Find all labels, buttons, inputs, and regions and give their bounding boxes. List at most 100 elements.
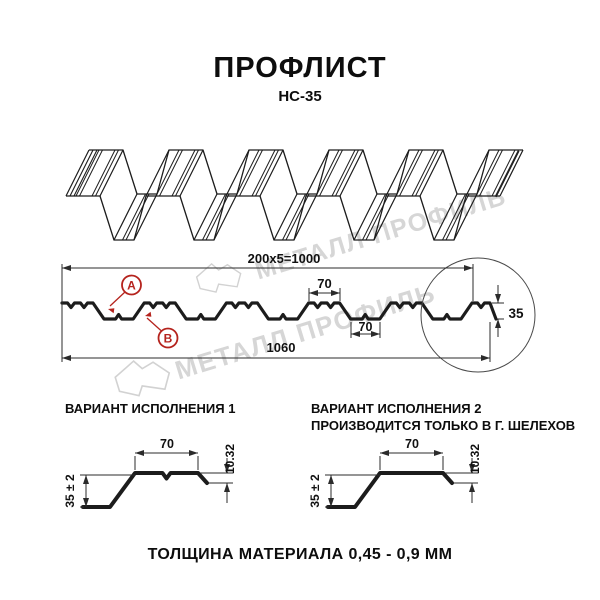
dim-rib-top-label: 70 [317, 276, 331, 291]
sheet-3d-groove-line [491, 149, 516, 197]
sheet-3d-rib-edge [293, 193, 318, 241]
sheet-3d-groove-line [75, 149, 100, 197]
arrowhead-icon [371, 331, 380, 337]
callout-b-label: B [164, 332, 173, 346]
sheet-3d-groove-line [415, 149, 439, 197]
watermark-logo-icon [195, 262, 242, 293]
sheet-3d-thickness-line [69, 149, 94, 197]
dim-coverage-label: 200x5=1000 [248, 251, 321, 266]
sheet-3d-groove-line [365, 193, 390, 241]
sheet-3d-rib-edge [433, 193, 458, 241]
material-thickness-note: ТОЛЩИНА МАТЕРИАЛА 0,45 - 0,9 ММ [147, 546, 453, 563]
sheet-3d-groove-line [442, 193, 466, 241]
sheet-3d-rib-edge [65, 149, 90, 197]
arrowhead-icon [380, 450, 389, 456]
arrowhead-icon [331, 290, 340, 296]
callout-b-arrow-icon [145, 311, 152, 317]
variant-dim-edge-label: 10.32 [468, 444, 482, 474]
sheet-3d-groove-line [95, 149, 119, 197]
arrowhead-icon [495, 294, 501, 303]
cross-section-profile [60, 301, 498, 321]
watermark-logo-icon [114, 360, 171, 397]
sheet-3d-rib-edge [259, 149, 284, 197]
variant-dim-edge-label: 10.32 [223, 444, 237, 474]
sheet-3d-groove-line [362, 193, 386, 241]
sheet-3d-groove-line [445, 193, 470, 241]
sheet-3d-rib-edge [353, 193, 378, 241]
sheet-3d-groove-line [315, 149, 340, 197]
sheet-3d-groove-line [125, 193, 150, 241]
sheet-3d-rib-edge [499, 149, 524, 197]
variant-1-title: ВАРИАНТ ИСПОЛНЕНИЯ 1 [65, 401, 236, 416]
variant-dim-top-label: 70 [160, 437, 174, 451]
sheet-3d-groove-line [251, 149, 276, 197]
arrowhead-icon [328, 475, 334, 484]
dim-overall-label: 1060 [267, 340, 296, 355]
sheet-3d-groove-line [495, 149, 519, 197]
arrowhead-icon [464, 265, 473, 271]
sheet-3d-groove-line [399, 149, 423, 197]
sheet-3d-thickness-line [495, 150, 520, 198]
sheet-3d-groove-line [159, 149, 183, 197]
sheet-3d-rib-edge [419, 149, 444, 197]
sheet-3d-groove-line [335, 149, 359, 197]
sheet-3d-groove-line [202, 193, 226, 241]
sheet-3d-rib-edge [213, 193, 238, 241]
detail-circle [420, 257, 536, 373]
variant-dim-height-label: 35 ± 2 [63, 474, 77, 508]
arrowhead-icon [469, 483, 475, 492]
callout-a-arrow-icon [108, 308, 115, 314]
variant-2-title: ВАРИАНТ ИСПОЛНЕНИЯ 2 [311, 401, 482, 416]
variant-dim-top-label: 70 [405, 437, 419, 451]
arrowhead-icon [224, 483, 230, 492]
arrowhead-icon [83, 498, 89, 507]
sheet-3d-front-edge [66, 195, 500, 241]
sheet-3d-groove-line [235, 149, 260, 197]
sheet-3d-groove-line [395, 149, 420, 197]
sheet-3d-groove-line [79, 149, 103, 197]
sheet-3d-groove-line [171, 149, 196, 197]
sheet-3d-rib-edge [339, 149, 364, 197]
dim-height-label: 35 [508, 306, 524, 321]
arrowhead-icon [469, 464, 475, 473]
sheet-3d-rib-edge [273, 193, 298, 241]
sheet-3d-groove-line [411, 149, 436, 197]
dim-rib-bottom-label: 70 [359, 320, 373, 334]
sheet-3d-rib-edge [193, 193, 218, 241]
sheet-3d-groove-line [205, 193, 230, 241]
sheet-3d-groove-line [255, 149, 279, 197]
variant-dim-height-label: 35 ± 2 [308, 474, 322, 508]
sheet-3d-groove-line [155, 149, 180, 197]
sheet-3d-groove-line [285, 193, 310, 241]
arrowhead-icon [189, 450, 198, 456]
sheet-3d-groove-line [122, 193, 146, 241]
sheet-3d-rib-edge [133, 193, 158, 241]
page-subtitle: НС-35 [278, 88, 322, 105]
arrowhead-icon [309, 290, 318, 296]
sheet-3d-thickness-line [73, 149, 98, 197]
sheet-3d-groove-line [175, 149, 199, 197]
arrowhead-icon [224, 464, 230, 473]
arrowhead-icon [495, 319, 501, 328]
sheet-3d-groove-line [91, 149, 116, 197]
variant-1-profile [81, 471, 209, 509]
callout-b-leader [146, 317, 163, 332]
callout-a-label: A [127, 279, 136, 293]
arrowhead-icon [62, 265, 71, 271]
arrowhead-icon [83, 475, 89, 484]
sheet-3d-rib-edge [373, 193, 398, 241]
sheet-3d-groove-line [331, 149, 356, 197]
sheet-3d-back-edge [89, 149, 523, 195]
callout-a-circle [121, 274, 142, 296]
arrowhead-icon [62, 355, 71, 361]
sheet-3d-rib-edge [225, 149, 250, 197]
variant-2-heading: ВАРИАНТ ИСПОЛНЕНИЯ 2 ПРОИЗВОДИТСЯ ТОЛЬКО… [311, 400, 575, 434]
sheet-3d-rib-edge [385, 149, 410, 197]
callout-a-leader [109, 291, 126, 307]
sheet-3d-rib-edge [305, 149, 330, 197]
sheet-3d-rib-edge [453, 193, 478, 241]
arrowhead-icon [328, 498, 334, 507]
